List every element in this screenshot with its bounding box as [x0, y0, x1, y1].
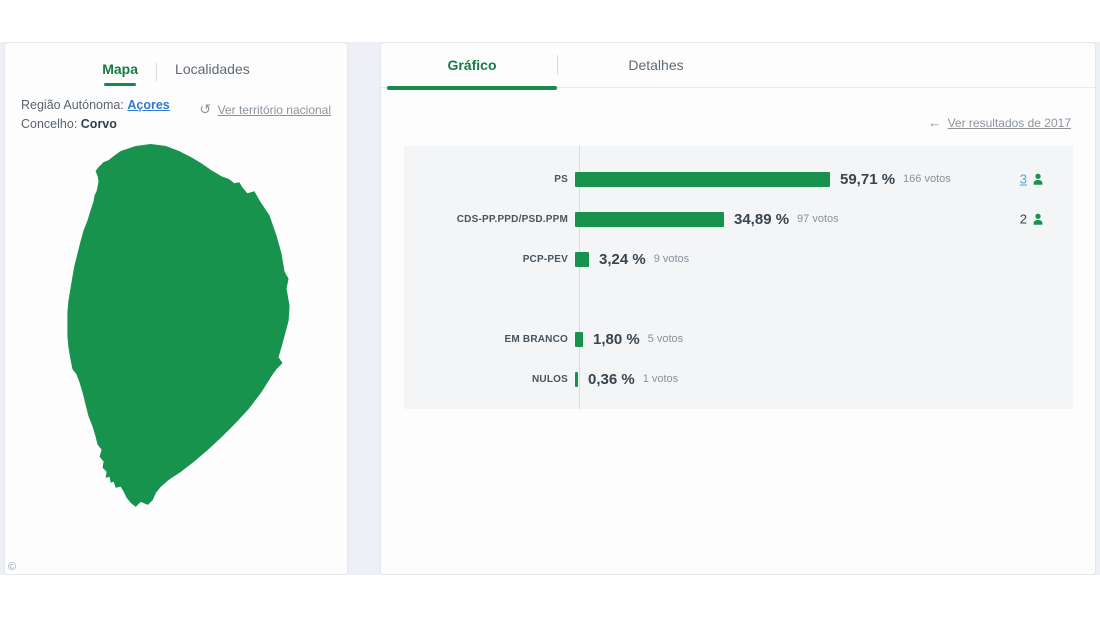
region-row: Região Autónoma: Açores	[21, 98, 331, 112]
tab-separator	[156, 63, 158, 81]
votes-value: 9 votos	[653, 253, 690, 265]
region-acores-link[interactable]: Açores	[127, 98, 170, 112]
party-label: PS	[554, 173, 568, 185]
corvo-island-map[interactable]	[57, 143, 305, 525]
party-label: NULOS	[532, 373, 568, 385]
tab-detalhes-label: Detalhes	[628, 57, 684, 73]
result-bar	[575, 171, 830, 187]
tab-grafico-label: Gráfico	[447, 57, 497, 73]
tab-separator	[557, 55, 558, 75]
result-bar	[575, 251, 589, 267]
votes-value: 1 votos	[642, 373, 679, 385]
percent-value: 1,80 %	[593, 330, 640, 348]
map-panel: Mapa Localidades Região Autónoma: Açores…	[4, 42, 348, 575]
chart-row: CDS-PP.PPD/PSD.PPM 34,89 % 97 votos 2	[404, 199, 1073, 239]
mandates-group: 3	[1020, 172, 1045, 187]
region-info: Região Autónoma: Açores Concelho: Corvo	[21, 98, 331, 136]
party-label: CDS-PP.PPD/PSD.PPM	[456, 213, 568, 225]
concelho-value: Corvo	[80, 117, 117, 131]
territory-link-row: ↺ Ver território nacional	[199, 101, 331, 119]
tab-active-underline	[104, 83, 137, 86]
tab-detalhes[interactable]: Detalhes	[568, 43, 744, 88]
results-bar-chart: PS 59,71 % 166 votos 3 CDS-PP.PPD/PSD.PPM 34,…	[404, 146, 1073, 409]
chart-row: PS 59,71 % 166 votos 3	[404, 159, 1073, 199]
results-panel-tabs: Gráfico Detalhes	[381, 43, 1095, 90]
votes-value: 166 votos	[903, 173, 951, 185]
left-arrow-icon: ←	[928, 115, 942, 130]
map-panel-tabs: Mapa Localidades	[5, 61, 347, 86]
mandates-count: 2	[1019, 211, 1027, 227]
chart-row: PCP-PEV 3,24 % 9 votos	[404, 239, 1073, 279]
votes-value: 97 votos	[797, 213, 839, 225]
chart-row: EM BRANCO 1,80 % 5 votos	[404, 319, 1073, 359]
chart-row: NULOS 0,36 % 1 votos	[404, 359, 1073, 399]
tab-mapa-label: Mapa	[102, 61, 139, 77]
party-label: EM BRANCO	[504, 333, 568, 345]
result-bar	[575, 211, 724, 227]
percent-value: 3,24 %	[599, 250, 646, 268]
previous-results-row: ← Ver resultados de 2017	[928, 115, 1071, 130]
copyright-mark: ©	[8, 561, 17, 573]
percent-value: 34,89 %	[734, 210, 790, 228]
region-label: Região Autónoma:	[21, 98, 124, 112]
history-restore-icon: ↺	[199, 101, 212, 117]
results-panel: Gráfico Detalhes ← Ver resultados de 201…	[380, 42, 1096, 575]
tab-active-underline	[387, 85, 557, 90]
ver-resultados-2017-link[interactable]: Ver resultados de 2017	[947, 116, 1071, 130]
mandates-group: 2	[1020, 212, 1045, 227]
percent-value: 59,71 %	[840, 170, 896, 188]
concelho-row: Concelho: Corvo	[21, 117, 331, 131]
votes-value: 5 votos	[647, 333, 684, 345]
ver-territorio-nacional-link[interactable]: Ver território nacional	[217, 103, 331, 117]
chart-axis-line	[579, 146, 580, 409]
mandates-count[interactable]: 3	[1019, 171, 1027, 187]
percent-value: 0,36 %	[588, 370, 635, 388]
chart-row-spacer	[404, 279, 1073, 319]
person-icon	[1031, 212, 1045, 226]
corvo-island-shape	[67, 144, 290, 507]
party-label: PCP-PEV	[522, 253, 568, 265]
tab-grafico[interactable]: Gráfico	[387, 43, 557, 90]
result-bar	[575, 331, 583, 347]
concelho-label: Concelho:	[21, 117, 78, 131]
chart-rows: PS 59,71 % 166 votos 3 CDS-PP.PPD/PSD.PPM 34,…	[404, 159, 1073, 399]
tab-localidades[interactable]: Localidades	[175, 61, 250, 83]
tab-mapa[interactable]: Mapa	[102, 61, 139, 86]
person-icon	[1031, 172, 1045, 186]
tab-localidades-label: Localidades	[175, 61, 250, 77]
result-bar	[575, 371, 578, 387]
